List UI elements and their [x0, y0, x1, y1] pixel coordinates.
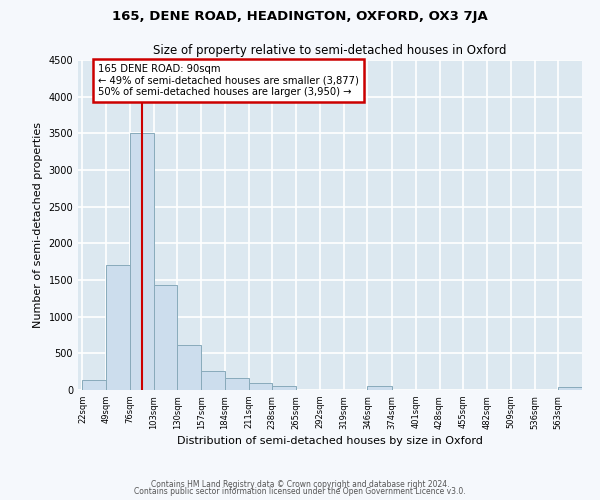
X-axis label: Distribution of semi-detached houses by size in Oxford: Distribution of semi-detached houses by …: [177, 436, 483, 446]
Bar: [130, 134, 154, 390]
Bar: [82, 380, 106, 390]
Title: Size of property relative to semi-detached houses in Oxford: Size of property relative to semi-detach…: [153, 44, 507, 58]
Text: 165, DENE ROAD, HEADINGTON, OXFORD, OX3 7JA: 165, DENE ROAD, HEADINGTON, OXFORD, OX3 …: [112, 10, 488, 23]
Bar: [225, 378, 248, 390]
Text: Contains public sector information licensed under the Open Government Licence v3: Contains public sector information licen…: [134, 487, 466, 496]
Bar: [154, 285, 178, 390]
Bar: [272, 386, 296, 390]
Y-axis label: Number of semi-detached properties: Number of semi-detached properties: [33, 122, 43, 328]
Bar: [178, 344, 201, 390]
Bar: [367, 386, 392, 390]
Text: 165 DENE ROAD: 90sqm
← 49% of semi-detached houses are smaller (3,877)
50% of se: 165 DENE ROAD: 90sqm ← 49% of semi-detac…: [98, 64, 359, 97]
Bar: [201, 371, 225, 390]
Bar: [106, 266, 130, 390]
Text: Contains HM Land Registry data © Crown copyright and database right 2024.: Contains HM Land Registry data © Crown c…: [151, 480, 449, 489]
Bar: [558, 387, 582, 390]
Bar: [248, 383, 272, 390]
